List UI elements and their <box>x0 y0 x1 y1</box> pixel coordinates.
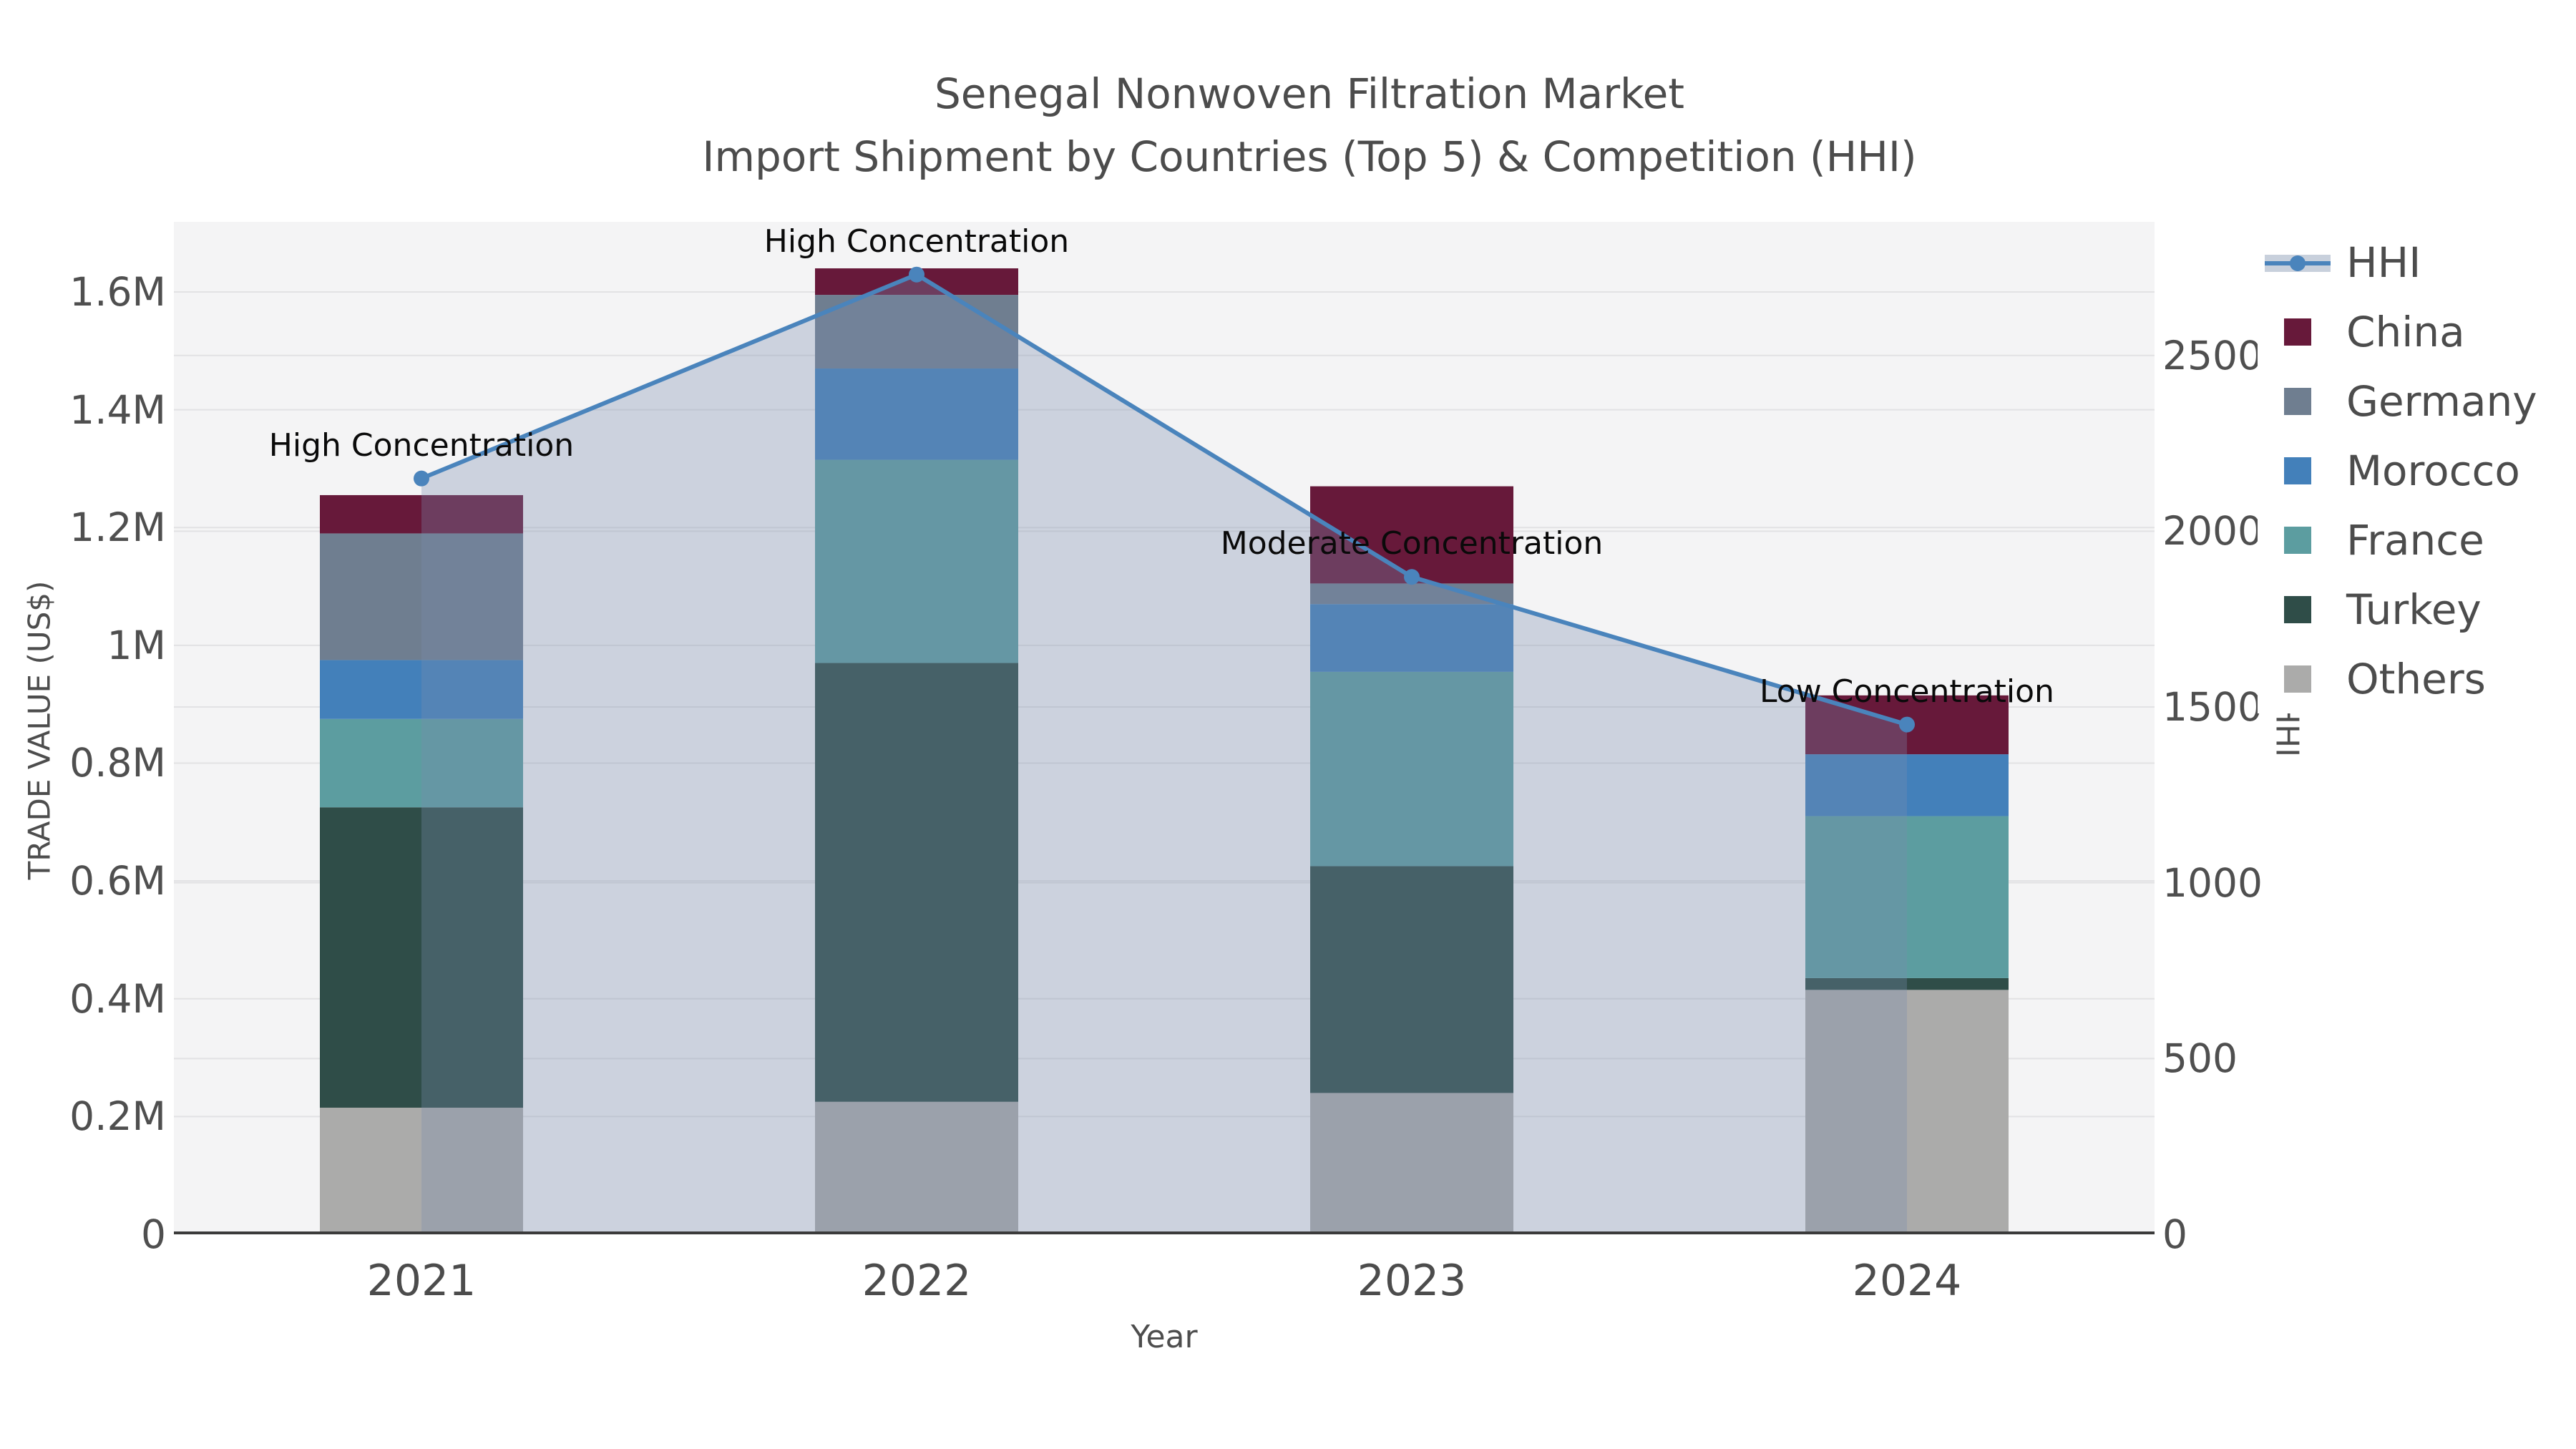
turkey-swatch-icon <box>2258 595 2329 623</box>
bar-segment-france-2024 <box>1805 816 2009 978</box>
legend-item-turkey[interactable]: Turkey <box>2258 575 2576 644</box>
annotation-2021: High Concentration <box>268 426 575 464</box>
legend-item-france[interactable]: France <box>2258 505 2576 575</box>
left-axis-tick-label: 1.2M <box>69 504 166 551</box>
left-axis-tick-label: 0.2M <box>69 1093 166 1140</box>
annotation-2022: High Concentration <box>763 223 1070 260</box>
right-axis-tick-label: 2500 <box>2162 332 2263 379</box>
chart-title-line1: Senegal Nonwoven Filtration Market <box>934 69 1685 118</box>
left-axis-tick-label: 1.6M <box>69 268 166 315</box>
bar-segment-china-2021 <box>320 494 523 534</box>
others-swatch-icon <box>2258 665 2329 693</box>
legend-label: France <box>2346 515 2484 565</box>
bar-segment-turkey-2021 <box>320 807 523 1108</box>
hhi-marker-2022 <box>909 266 924 283</box>
morocco-swatch-icon <box>2258 457 2329 484</box>
bar-segment-france-2021 <box>320 718 523 808</box>
chart-canvas <box>174 266 2155 1234</box>
bar-segment-germany-2023 <box>1310 583 1513 605</box>
bar-segment-turkey-2023 <box>1310 866 1513 1093</box>
left-axis-tick-label: 0.6M <box>69 858 166 904</box>
bar-segment-morocco-2024 <box>1805 754 2009 816</box>
bar-segment-morocco-2022 <box>815 368 1018 460</box>
legend-item-morocco[interactable]: Morocco <box>2258 436 2576 505</box>
legend-label: Morocco <box>2346 446 2520 495</box>
x-axis-tick-label-2023: 2023 <box>1357 1256 1467 1306</box>
chart-title-line2: Import Shipment by Countries (Top 5) & C… <box>702 132 1917 181</box>
hhi-marker-2023 <box>1404 569 1420 585</box>
bar-segment-france-2022 <box>815 459 1018 663</box>
right-axis-tick-label: 1500 <box>2162 684 2263 731</box>
bar-segment-others-2023 <box>1310 1093 1513 1234</box>
left-axis-title: TRADE VALUE (US$) <box>21 580 57 880</box>
hhi-area-fill <box>421 274 1907 1234</box>
bar-segment-turkey-2022 <box>815 663 1018 1102</box>
bar-segment-germany-2022 <box>815 295 1018 369</box>
hhi-marker-2021 <box>414 470 429 487</box>
right-axis-tick-label: 500 <box>2162 1035 2238 1082</box>
left-axis-tick-label: 1.4M <box>69 386 166 433</box>
bar-segment-others-2021 <box>320 1108 523 1234</box>
right-axis-tick-label: 1000 <box>2162 859 2263 906</box>
france-swatch-icon <box>2258 526 2329 554</box>
bar-segment-others-2022 <box>815 1101 1018 1234</box>
legend-item-china[interactable]: China <box>2258 297 2576 366</box>
legend-item-others[interactable]: Others <box>2258 644 2576 713</box>
bar-segment-morocco-2021 <box>320 660 523 719</box>
legend-label: Germany <box>2346 376 2537 426</box>
annotation-2023: Moderate Concentration <box>1220 525 1604 562</box>
germany-swatch-icon <box>2258 387 2329 415</box>
annotation-2024: Low Concentration <box>1760 673 2054 710</box>
hhi-marker-2024 <box>1899 716 1915 733</box>
bar-segment-france-2023 <box>1310 671 1513 867</box>
bar-segment-morocco-2023 <box>1310 604 1513 672</box>
legend-label: Turkey <box>2346 585 2482 634</box>
right-axis-tick-label: 0 <box>2162 1211 2187 1257</box>
left-axis-tick-label: 1M <box>107 622 166 668</box>
hhi-line <box>420 272 1908 727</box>
left-axis-tick-label: 0 <box>141 1211 166 1257</box>
x-axis-title: Year <box>1131 1319 1198 1355</box>
bar-segment-germany-2021 <box>320 533 523 660</box>
x-axis-tick-label-2021: 2021 <box>366 1256 477 1306</box>
bar-segment-others-2024 <box>1805 990 2009 1234</box>
left-axis-tick-label: 0.8M <box>69 740 166 786</box>
right-axis-tick-label: 2000 <box>2162 508 2263 555</box>
x-axis-tick-label-2024: 2024 <box>1852 1256 1962 1306</box>
legend-label: China <box>2346 307 2465 356</box>
left-axis-tick-label: 0.4M <box>69 975 166 1022</box>
legend-item-hhi[interactable]: HHI <box>2258 228 2576 297</box>
x-axis-tick-label-2022: 2022 <box>862 1256 972 1306</box>
legend-label: Others <box>2346 654 2486 703</box>
plot-area <box>174 222 2155 1234</box>
china-swatch-icon <box>2258 318 2329 346</box>
hhi-line-legend-icon <box>2258 248 2331 277</box>
legend-label: HHI <box>2346 238 2421 287</box>
bar-segment-turkey-2024 <box>1805 977 2009 990</box>
legend: HHI China Germany Morocco France Turkey Others <box>2258 228 2576 713</box>
legend-item-germany[interactable]: Germany <box>2258 366 2576 436</box>
